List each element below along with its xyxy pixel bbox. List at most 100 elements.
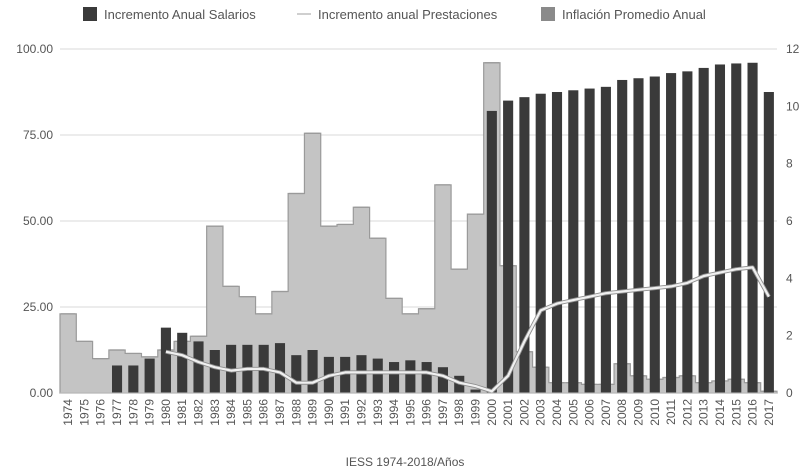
salary-bar	[714, 64, 726, 393]
salary-bar	[340, 356, 351, 393]
salary-bar	[731, 63, 742, 394]
salary-bar	[177, 332, 188, 393]
legend-label-inflacion: Inflación Promedio Anual	[562, 7, 706, 22]
x-tick-label: 1986	[257, 399, 271, 426]
salary-bar	[437, 367, 448, 393]
legend-swatch-prestaciones	[297, 13, 311, 15]
x-tick-label: 1984	[224, 399, 238, 426]
x-tick-label: 1977	[110, 399, 124, 426]
x-tick-label: 1985	[240, 399, 254, 426]
salary-bar	[519, 97, 530, 393]
x-tick-label: 1997	[436, 399, 450, 426]
salary-bar	[666, 73, 677, 393]
x-tick-label: 2010	[648, 399, 662, 426]
salary-bar	[160, 327, 171, 393]
x-tick-label: 1999	[469, 399, 483, 426]
legend-swatch-inflacion	[541, 7, 555, 21]
y-right-tick-label: 12	[786, 42, 800, 56]
x-tick-label: 1975	[77, 399, 91, 426]
x-tick-label: 2000	[485, 399, 499, 426]
x-tick-label: 2014	[713, 399, 727, 426]
salary-bar	[209, 350, 220, 393]
x-tick-label: 1993	[371, 399, 385, 426]
x-tick-label: 1974	[61, 399, 75, 426]
salary-bar	[128, 365, 139, 393]
salary-bar	[274, 343, 286, 393]
x-tick-label: 2004	[550, 399, 564, 426]
x-tick-label: 1987	[273, 399, 287, 426]
y-left-tick-label: 100.00	[16, 42, 53, 56]
x-tick-label: 1982	[192, 399, 206, 426]
benefits-line	[165, 265, 771, 394]
salary-bar	[617, 79, 628, 394]
y-right-tick-label: 6	[786, 214, 793, 228]
x-tick-label: 2013	[697, 399, 711, 426]
x-tick-label: 2009	[631, 399, 645, 426]
y-right-tick-label: 10	[786, 99, 800, 113]
salary-bar	[763, 92, 774, 393]
y-left-tick-label: 25.00	[23, 300, 53, 314]
salary-bar	[144, 358, 155, 393]
x-tick-label: 2001	[501, 399, 515, 426]
x-tick-label: 1978	[126, 399, 140, 426]
x-tick-label: 1994	[387, 399, 401, 426]
x-tick-label: 1995	[403, 399, 417, 426]
salary-bar	[307, 350, 318, 393]
x-tick-label: 1981	[175, 399, 189, 426]
salary-bars	[111, 62, 774, 394]
x-tick-label: 2007	[599, 399, 613, 426]
x-tick-label: 2005	[566, 399, 580, 426]
salary-bar	[193, 341, 204, 393]
x-tick-label: 1980	[159, 399, 173, 426]
salary-bar	[551, 92, 563, 393]
salary-bar	[503, 100, 514, 393]
x-tick-label: 2008	[615, 399, 629, 426]
y-left-tick-label: 75.00	[23, 128, 53, 142]
salary-bar	[682, 71, 693, 394]
y-right-tick-label: 8	[786, 157, 793, 171]
salary-bar	[698, 67, 709, 394]
legend-swatch-salarios	[83, 7, 97, 21]
salary-bar	[470, 389, 481, 393]
x-tick-label: 1996	[420, 399, 434, 426]
legend: Incremento Anual Salarios Incremento anu…	[83, 7, 706, 22]
salary-bar	[600, 86, 611, 393]
y-left-tick-label: 50.00	[23, 214, 53, 228]
x-tick-label: 2002	[517, 399, 531, 426]
x-tick-label: 2015	[729, 399, 743, 426]
salary-bar	[389, 362, 400, 393]
x-tick-label: 2016	[746, 399, 760, 426]
legend-label-prestaciones: Incremento anual Prestaciones	[318, 7, 498, 22]
salary-bar	[486, 110, 497, 394]
x-tick-label: 1983	[208, 399, 222, 426]
x-tick-label: 1991	[338, 399, 352, 426]
benefits-line-path	[165, 266, 770, 393]
salary-bar	[747, 62, 758, 393]
x-tick-label: 1990	[322, 399, 336, 426]
y-right-tick-label: 0	[786, 386, 793, 400]
y-left-tick-label: 0.00	[30, 386, 54, 400]
x-tick-label: 1992	[354, 399, 368, 426]
x-tick-label: 1998	[452, 399, 466, 426]
salary-bar	[421, 362, 432, 393]
x-tick-label: 2017	[762, 399, 776, 426]
salary-bar	[405, 360, 416, 393]
x-tick-label: 1979	[143, 399, 157, 426]
salary-bar	[568, 90, 579, 393]
x-axis-label: IESS 1974-2018/Años	[346, 455, 465, 469]
legend-label-salarios: Incremento Anual Salarios	[104, 7, 256, 22]
x-tick-label: 2006	[583, 399, 597, 426]
x-tick-label: 2011	[664, 399, 678, 425]
salary-bar	[584, 88, 595, 393]
x-tick-label: 1988	[289, 399, 303, 426]
salary-bar	[111, 365, 123, 393]
y-right-tick-label: 4	[786, 271, 793, 285]
salary-bar	[633, 78, 644, 394]
salary-bar	[291, 355, 302, 393]
y-right-tick-label: 2	[786, 329, 793, 343]
x-tick-label: 1976	[94, 399, 108, 426]
salary-bar	[372, 358, 383, 393]
x-tick-label: 1989	[306, 399, 320, 426]
